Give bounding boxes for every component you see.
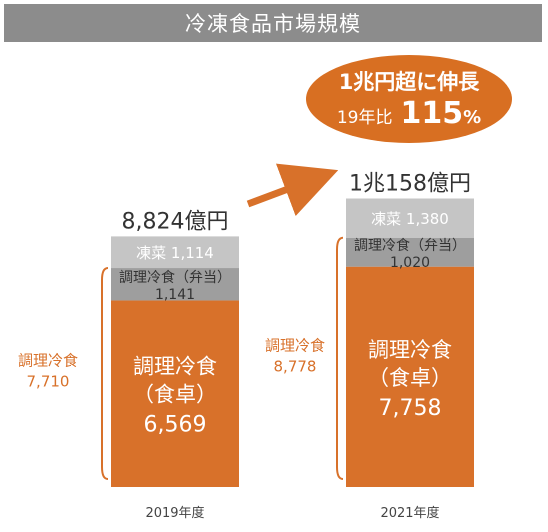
bar-segment (111, 268, 239, 301)
category-label: 2019年度 (145, 505, 204, 521)
callout-value: 115 (400, 96, 464, 131)
bar-segment (346, 237, 474, 267)
segment-label: （食卓） (368, 366, 452, 390)
segment-label: （食卓） (133, 383, 217, 407)
segment-label: 凍菜 1,114 (136, 244, 214, 262)
growth-callout: 1兆円超に伸長 19年比 115 % (306, 55, 512, 143)
bar-segment (346, 198, 474, 238)
bracket-label: 調理冷食 (265, 336, 325, 354)
segment-value-label: 7,758 (379, 396, 442, 421)
total-label: 8,824億円 (122, 209, 229, 234)
callout-unit: % (463, 107, 482, 128)
segment-label: 調理冷食（弁当） (119, 269, 231, 286)
bar-segment (111, 300, 239, 487)
segment-value-label: 6,569 (144, 413, 207, 438)
callout-headline: 1兆円超に伸長 (338, 70, 480, 94)
total-label: 1兆158億円 (349, 172, 471, 197)
bracket-label: 調理冷食 (18, 352, 78, 370)
callout-prefix: 19年比 (336, 108, 393, 128)
segment-label: 調理冷食 (368, 338, 452, 362)
segment-label: 凍菜 1,380 (371, 210, 449, 228)
bracket-value-label: 8,778 (274, 357, 317, 375)
growth-arrow (246, 163, 339, 217)
segment-label: 調理冷食（弁当） (354, 237, 466, 254)
bracket (336, 236, 344, 480)
segment-label: 調理冷食 (133, 355, 217, 379)
bar-segment (346, 266, 474, 487)
segment-value-label: 1,020 (390, 255, 430, 271)
chart-title: 冷凍食品市場規模 (4, 4, 542, 42)
segment-value-label: 1,141 (155, 287, 195, 303)
category-label: 2021年度 (380, 505, 439, 521)
bar-segment (111, 236, 239, 269)
bracket-value-label: 7,710 (27, 373, 70, 391)
bracket (101, 267, 109, 480)
